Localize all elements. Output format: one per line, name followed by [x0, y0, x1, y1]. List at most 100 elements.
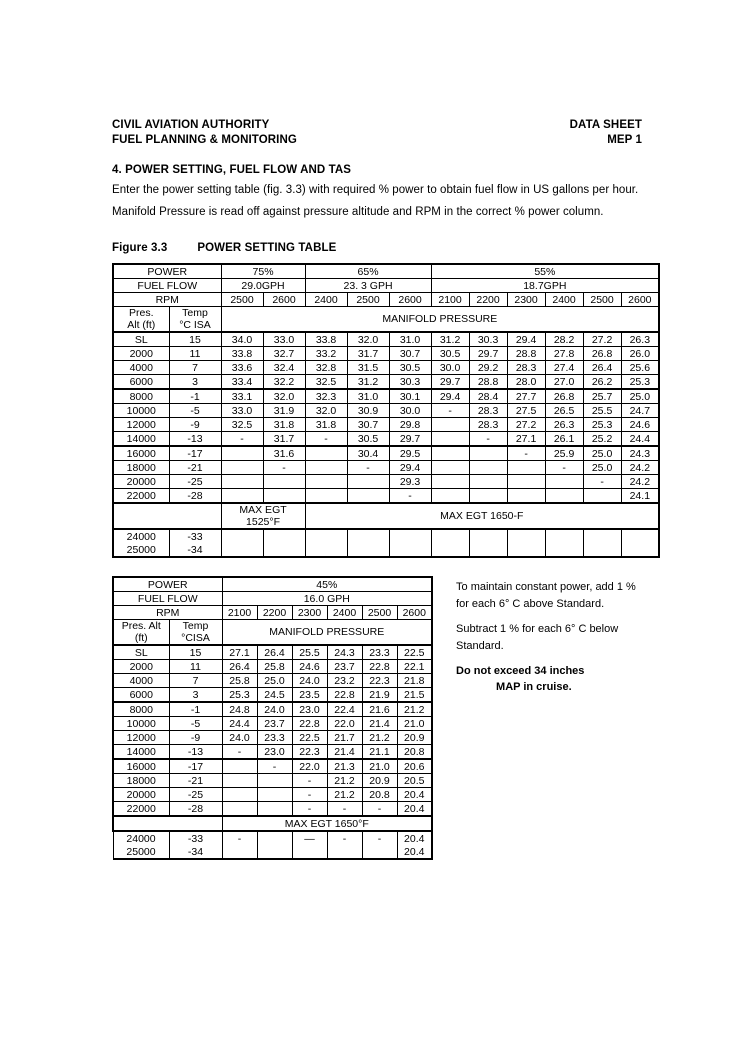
- manifold-pressure-cell: 30.1: [388, 388, 432, 404]
- manifold-pressure-cell: 27.5: [506, 403, 546, 418]
- manifold-pressure-cell: 24.6: [620, 417, 661, 432]
- manifold-pressure-cell: 25.9: [544, 445, 584, 461]
- manifold-pressure-cell: [256, 830, 293, 845]
- manifold-pressure-cell: [544, 474, 584, 489]
- manifold-pressure-cell: -: [326, 830, 363, 845]
- manifold-pressure-cell: [346, 488, 390, 504]
- rpm-header-2500: 2500: [346, 292, 390, 307]
- egt-main-label: MAX EGT 1650°F: [221, 815, 434, 832]
- table2-footer-row: 24000 -33- — - -20.4: [112, 830, 434, 845]
- rpm-header-2100: 2100: [221, 605, 258, 620]
- rpm-header-2500: 2500: [582, 292, 622, 307]
- table2-footer-row: 25000 -34 20.4: [112, 845, 434, 860]
- rpm-header-2500: 2500: [220, 292, 264, 307]
- table1-data-row: 14000 -13-31.7-30.5 29.7-27.1 26.1 25.2 24.4: [112, 431, 661, 447]
- manifold-pressure-cell: [346, 543, 390, 558]
- manifold-pressure-cell: 25.5: [291, 644, 328, 660]
- manifold-pressure-cell: 23.5: [291, 687, 328, 703]
- manifold-pressure-cell: 31.6: [262, 445, 306, 461]
- manifold-pressure-cell: [544, 488, 584, 504]
- manifold-pressure-cell: 26.3: [544, 417, 584, 432]
- altitude-cell: 6000: [112, 374, 170, 390]
- manifold-pressure-cell: 30.5: [430, 346, 470, 361]
- manifold-pressure-cell: 31.8: [262, 417, 306, 432]
- manifold-pressure-cell: 29.2: [468, 360, 508, 375]
- header-left: CIVIL AVIATION AUTHORITY FUEL PLANNING &…: [112, 118, 297, 147]
- manifold-pressure-cell: [256, 787, 293, 802]
- table1-data-row: 16000 -17 31.6 30.4 29.5 -25.9 25.0 24.3: [112, 445, 661, 461]
- manifold-pressure-cell: 26.4: [221, 659, 258, 674]
- manifold-pressure-cell: [304, 488, 348, 504]
- manifold-pressure-cell: 21.0: [361, 758, 398, 774]
- manifold-pressure-cell: -: [256, 758, 293, 774]
- temperature-cell: -17: [168, 445, 222, 461]
- manifold-pressure-cell: 30.5: [388, 360, 432, 375]
- manifold-pressure-cell: [221, 758, 258, 774]
- manifold-pressure-cell: 31.2: [346, 374, 390, 390]
- altitude-cell: 18000: [112, 773, 170, 788]
- temperature-cell: -17: [168, 758, 223, 774]
- table1-data-row: 6000 3 33.4 32.2 32.5 31.2 30.3 29.7 28.8 28.0 27.…: [112, 374, 661, 390]
- manifold-pressure-cell: 21.1: [361, 744, 398, 760]
- manifold-pressure-cell: [468, 488, 508, 504]
- fuel-flow-label: FUEL FLOW: [111, 591, 223, 606]
- rpm-header-2400: 2400: [544, 292, 584, 307]
- rpm-header-2600: 2600: [262, 292, 306, 307]
- note-add-power: To maintain constant power, add 1 % for …: [456, 581, 636, 610]
- manifold-pressure-cell: [506, 528, 546, 543]
- table1-data-row: 22000 -28 - 24.1: [112, 488, 661, 504]
- manifold-pressure-cell: 23.0: [291, 701, 328, 717]
- manifold-pressure-cell: 21.4: [326, 744, 363, 760]
- fuel-flow-value: 23. 3 GPH: [304, 278, 432, 293]
- altitude-cell: 8000: [112, 701, 170, 717]
- manifold-pressure-cell: [291, 845, 328, 860]
- manifold-pressure-cell: [220, 445, 264, 461]
- manifold-pressure-cell: [430, 474, 470, 489]
- manifold-pressure-cell: —: [291, 830, 328, 845]
- manifold-pressure-cell: 29.7: [388, 431, 432, 447]
- temp-label: Temp °C ISA: [168, 306, 222, 333]
- temperature-cell: -5: [168, 716, 223, 731]
- manifold-pressure-cell: 31.9: [262, 403, 306, 418]
- manifold-pressure-cell: 32.7: [262, 346, 306, 361]
- altitude-cell: 25000: [112, 845, 170, 860]
- manifold-pressure-cell: 22.5: [396, 644, 434, 660]
- manifold-pressure-cell: 25.3: [582, 417, 622, 432]
- rpm-header-2200: 2200: [468, 292, 508, 307]
- manifold-pressure-cell: [506, 460, 546, 475]
- altitude-cell: 22000: [112, 801, 170, 817]
- manifold-pressure-cell: 25.0: [256, 673, 293, 688]
- temperature-cell: -9: [168, 417, 222, 432]
- manifold-pressure-cell: 30.7: [346, 417, 390, 432]
- manifold-pressure-cell: 25.0: [582, 460, 622, 475]
- altitude-cell: 20000: [112, 474, 170, 489]
- document-header: CIVIL AVIATION AUTHORITY FUEL PLANNING &…: [112, 118, 642, 147]
- rpm-header-2500: 2500: [361, 605, 398, 620]
- manifold-pressure-cell: -: [361, 830, 398, 845]
- manifold-pressure-cell: 24.4: [620, 431, 661, 447]
- table1-footer-row: 25000 -34: [112, 543, 661, 558]
- table1-power-row: POWER 75% 65% 55%: [111, 263, 661, 279]
- table1-data-row: 8000 -1 33.1 32.0 32.3 31.0 30.1 29.4 28.4 27.7 26…: [112, 388, 661, 404]
- temperature-cell: -28: [168, 801, 223, 817]
- egt-main-label: MAX EGT 1650-F: [304, 502, 661, 530]
- manifold-pressure-cell: 28.3: [468, 403, 508, 418]
- altitude-cell: 24000: [112, 830, 170, 845]
- rpm-header-2400: 2400: [326, 605, 363, 620]
- manifold-pressure-cell: 20.8: [361, 787, 398, 802]
- manifold-pressure-cell: 25.7: [582, 388, 622, 404]
- manifold-pressure-cell: 20.4: [396, 787, 434, 802]
- fuel-flow-label: FUEL FLOW: [111, 278, 222, 293]
- temperature-cell: -13: [168, 431, 222, 447]
- temperature-cell: -34: [168, 543, 222, 558]
- manifold-pressure-cell: [220, 488, 264, 504]
- manifold-pressure-cell: 24.6: [291, 659, 328, 674]
- table2-data-row: 10000 -5 24.4 23.7 22.8 22.0 21.4 21.0: [112, 716, 434, 731]
- rpm-label: RPM: [111, 292, 222, 307]
- manifold-pressure-cell: -: [544, 460, 584, 475]
- manifold-pressure-cell: [256, 773, 293, 788]
- rpm-header-2600: 2600: [388, 292, 432, 307]
- manifold-pressure-cell: -: [220, 431, 264, 447]
- manifold-pressure-cell: 27.1: [221, 644, 258, 660]
- table1-manifold-row: Pres. Alt (ft) Temp °C ISA MANIFOLD PRESSURE: [112, 306, 661, 333]
